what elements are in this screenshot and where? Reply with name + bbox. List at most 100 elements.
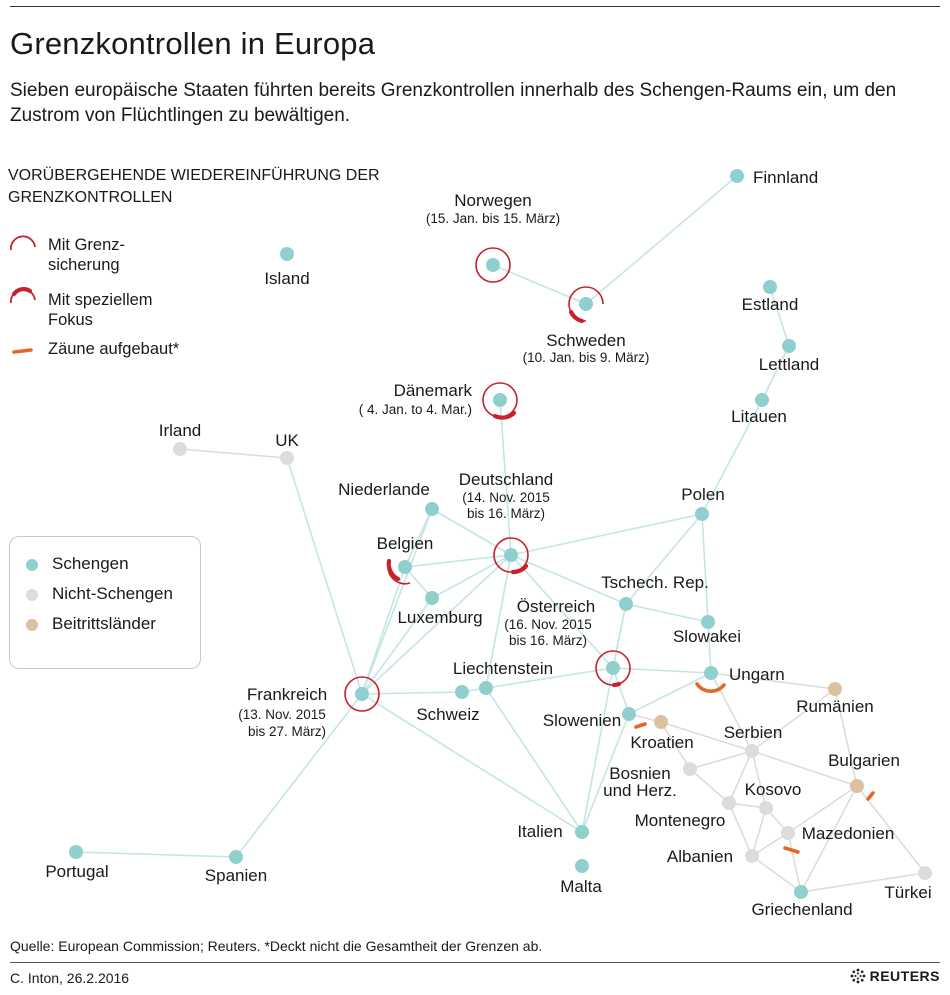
label-italien: Italien [517, 822, 562, 841]
label-slowenien: Slowenien [543, 711, 621, 730]
node-belgien [398, 560, 412, 574]
label-bulgarien: Bulgarien [828, 751, 900, 770]
legend-heading: Vorübergehende Wiedereinführung der Gren… [8, 167, 380, 206]
label-tuerkei: Türkei [884, 883, 931, 902]
node-tschechien [619, 597, 633, 611]
label-polen: Polen [681, 485, 724, 504]
label-deutschland: Deutschland [459, 470, 554, 489]
label-ungarn: Ungarn [729, 665, 785, 684]
country-labels: Finnland Norwegen (15. Jan. bis 15. März… [45, 168, 931, 919]
credit-line: C. Inton, 26.2.2016 [10, 970, 130, 986]
schengen-nodes [69, 169, 808, 899]
node-deutschland [504, 548, 518, 562]
reuters-dots-icon [850, 968, 865, 984]
node-portugal [69, 845, 83, 859]
dates-oesterreich-1: (16. Nov. 2015 [504, 617, 592, 632]
node-uk [280, 451, 294, 465]
node-liechtenstein [479, 681, 493, 695]
accession-nodes [654, 682, 864, 793]
legend-fence-icon [12, 348, 33, 354]
label-serbien: Serbien [724, 723, 783, 742]
label-portugal: Portugal [45, 862, 108, 881]
dates-deutschland-1: (14. Nov. 2015 [462, 490, 550, 505]
label-malta: Malta [560, 877, 602, 896]
non-schengen-dot-icon [26, 588, 38, 601]
label-daenemark: Dänemark [394, 381, 473, 400]
legend-item-fence: Zäune aufgebaut* [48, 340, 180, 358]
focus-deutschland [510, 563, 529, 575]
legend-item-focus: Mit speziellem Fokus [48, 291, 153, 329]
node-tuerkei [918, 866, 932, 880]
label-bosnien-2: und Herz. [603, 781, 677, 800]
label-luxemburg: Luxemburg [397, 608, 482, 627]
label-irland: Irland [159, 421, 202, 440]
node-italien [575, 825, 589, 839]
node-rumaenien [828, 682, 842, 696]
node-ungarn [704, 666, 718, 680]
label-litauen: Litauen [731, 407, 787, 426]
node-luxemburg [425, 591, 439, 605]
ring-norwegen [475, 247, 511, 283]
label-schweiz: Schweiz [416, 705, 479, 724]
top-rule [10, 6, 940, 7]
node-bulgarien [850, 779, 864, 793]
node-albanien [745, 849, 759, 863]
fence-slowenien [634, 722, 647, 729]
non-schengen-nodes [173, 442, 932, 880]
label-finnland: Finnland [753, 168, 818, 187]
fence-ungarn [695, 682, 726, 693]
label-belgien: Belgien [377, 534, 434, 553]
legend-border-ring-icon [10, 235, 36, 251]
focus-schweden [568, 309, 585, 324]
label-kosovo: Kosovo [745, 780, 802, 799]
node-malta [575, 859, 589, 873]
status-legend-non-schengen: Nicht-Schengen [26, 584, 173, 604]
footer-rule [10, 962, 940, 963]
node-oesterreich [606, 661, 620, 675]
legend-symbols [10, 235, 36, 354]
node-irland [173, 442, 187, 456]
label-tschechien: Tschech. Rep. [601, 573, 709, 592]
dates-oesterreich-2: bis 16. März) [509, 633, 587, 648]
node-niederlande [425, 502, 439, 516]
label-albanien: Albanien [667, 847, 733, 866]
dates-schweden: (10. Jan. bis 9. März) [523, 350, 650, 365]
node-mazedonien [781, 826, 795, 840]
node-litauen [755, 393, 769, 407]
special-focus-arcs [386, 309, 622, 688]
dates-frankreich-2: bis 27. März) [248, 724, 326, 739]
node-bosnien [683, 762, 697, 776]
node-polen [695, 507, 709, 521]
fence-marks [634, 682, 875, 854]
fence-bulgarien [866, 791, 875, 801]
node-griechenland [794, 885, 808, 899]
node-montenegro [722, 796, 736, 810]
label-island: Island [264, 269, 309, 288]
label-lettland: Lettland [759, 355, 820, 374]
label-uk: UK [275, 431, 299, 450]
label-spanien: Spanien [205, 866, 267, 885]
node-daenemark [493, 393, 507, 407]
label-schweden: Schweden [546, 331, 625, 350]
source-note: Quelle: European Commission; Reuters. *D… [10, 938, 543, 954]
node-schweiz [455, 685, 469, 699]
dates-norwegen: (15. Jan. bis 15. März) [426, 211, 560, 226]
focus-belgien [386, 558, 401, 582]
dates-frankreich-1: (13. Nov. 2015 [238, 707, 326, 722]
node-spanien [229, 850, 243, 864]
label-kroatien: Kroatien [630, 733, 693, 752]
node-slowakei [701, 615, 715, 629]
schengen-dot-icon [26, 558, 38, 571]
focus-daenemark [492, 410, 517, 420]
fence-mazedonien [783, 846, 800, 854]
label-slowakei: Slowakei [673, 627, 741, 646]
status-legend-box: Schengen Nicht-Schengen Beitrittsländer [9, 536, 201, 669]
node-finnland [730, 169, 744, 183]
label-frankreich: Frankreich [247, 685, 327, 704]
status-legend-schengen: Schengen [26, 554, 129, 574]
dates-deutschland-2: bis 16. März) [467, 506, 545, 521]
label-norwegen: Norwegen [454, 191, 532, 210]
label-liechtenstein: Liechtenstein [453, 659, 553, 678]
focus-oesterreich [611, 681, 622, 688]
